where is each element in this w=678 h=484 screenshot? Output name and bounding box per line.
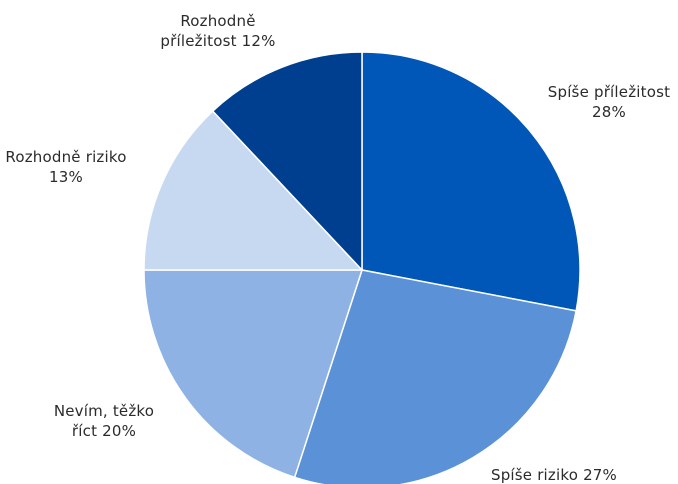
pie-label-spise-riziko: Spíše riziko 27% xyxy=(491,466,617,484)
pie-label-line: Spíše příležitost xyxy=(548,83,670,101)
pie-label-line: říct 20% xyxy=(72,422,136,440)
pie-label-line: 13% xyxy=(49,168,83,186)
pie-label-line: Rozhodně riziko xyxy=(5,148,126,166)
pie-label-rozhodne-prilezitost: Rozhodně příležitost 12% xyxy=(160,12,275,50)
pie-slice-nevim-tezko-rict xyxy=(143,269,363,479)
pie-label-line: Rozhodně xyxy=(180,12,255,30)
pie-label-line: příležitost 12% xyxy=(160,32,275,50)
pie-label-nevim-tezko-rict: Nevím, těžko říct 20% xyxy=(54,402,154,440)
pie-slice-spise-prilezitost xyxy=(361,51,581,312)
pie-slice-rozhodne-prilezitost xyxy=(212,51,363,271)
pie-slices xyxy=(143,51,581,484)
pie-slice-rozhodne-riziko xyxy=(143,110,363,271)
pie-label-line: 28% xyxy=(592,103,626,121)
pie-label-line: Spíše riziko 27% xyxy=(491,466,617,484)
pie-label-rozhodne-riziko: Rozhodně riziko 13% xyxy=(5,148,126,186)
pie-label-spise-prilezitost: Spíše příležitost 28% xyxy=(548,83,670,121)
pie-slice-spise-riziko xyxy=(293,269,577,484)
pie-labels: Spíše příležitost 28% Spíše riziko 27% Neví… xyxy=(5,12,670,484)
pie-label-line: Nevím, těžko xyxy=(54,402,154,420)
